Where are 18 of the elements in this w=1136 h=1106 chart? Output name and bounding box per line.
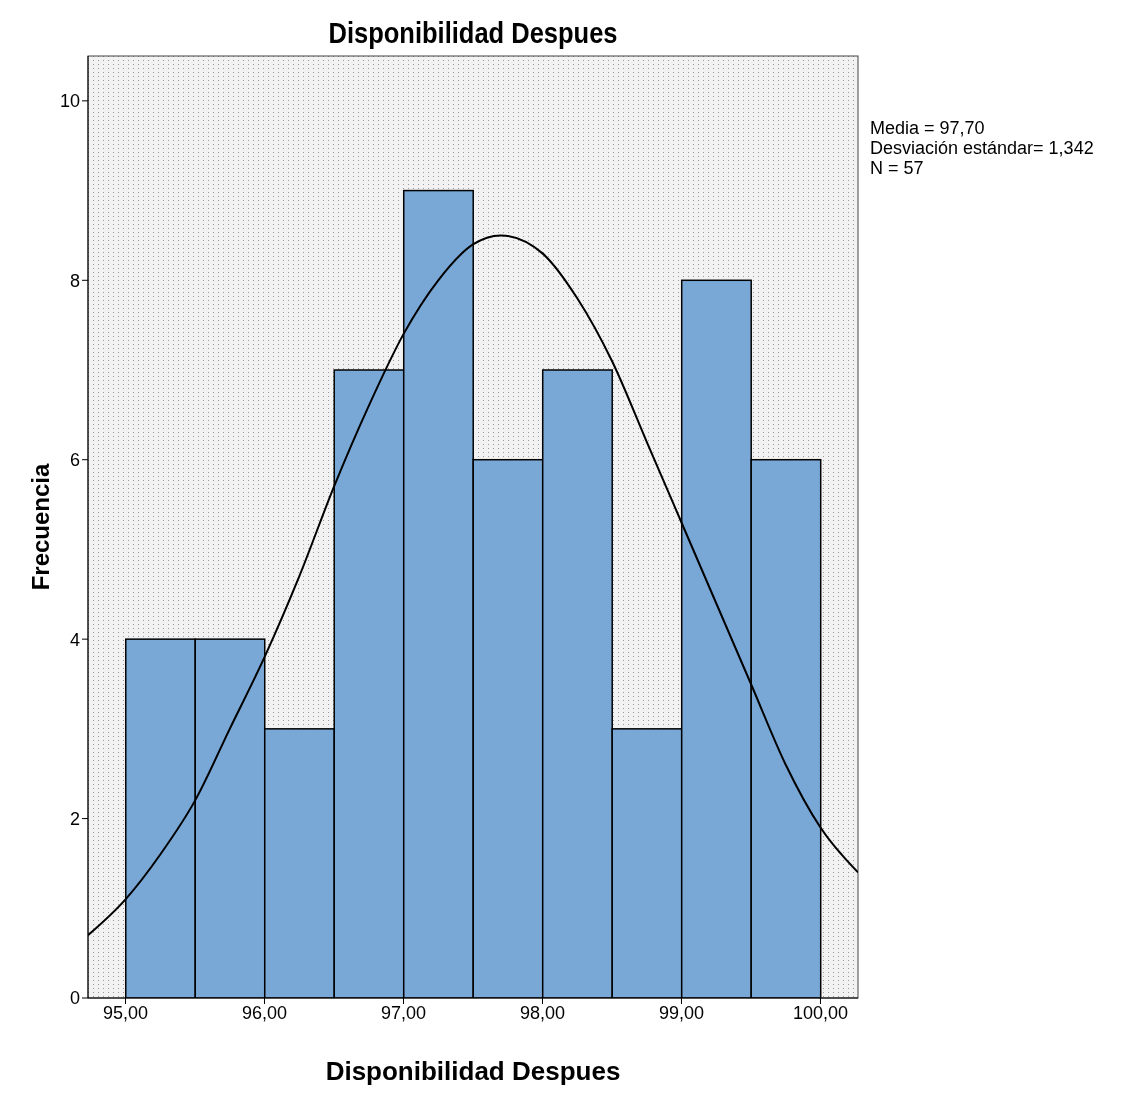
text: Media = 97,70 [870, 118, 986, 138]
x-tick-label: 98,00 [519, 1002, 566, 1023]
text: N = 57 [870, 158, 925, 178]
text: Desviación estándar= 1,342 [870, 138, 1094, 158]
x-tick-label: 96,00 [241, 1002, 288, 1023]
y-axis-title: Frecuencia [26, 462, 54, 591]
x-tick-label: 100,00 [792, 1002, 848, 1023]
x-tick-label: 95,00 [103, 1002, 149, 1023]
chart-title: Disponibilidad Despues [327, 16, 619, 50]
x-tick-label: 97,00 [380, 1002, 427, 1023]
x-axis-title: Disponibilidad Despues [325, 1056, 621, 1086]
y-tick-label: 0 [69, 988, 80, 1009]
x-tick-label: 99,00 [658, 1002, 705, 1023]
y-tick-label: 6 [69, 450, 80, 471]
y-tick-label: 2 [69, 808, 80, 829]
y-tick-label: 4 [69, 629, 80, 650]
y-tick-label: 10 [59, 91, 80, 112]
y-tick-label: 8 [69, 270, 80, 291]
